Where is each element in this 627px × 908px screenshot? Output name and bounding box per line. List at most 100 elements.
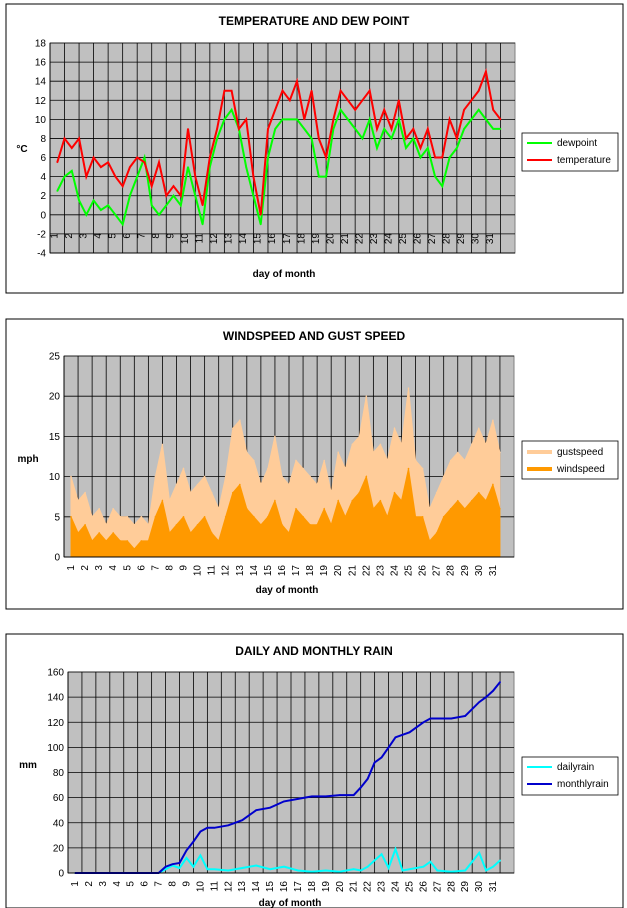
data-point-temperature	[85, 175, 88, 178]
x-tick-label: 18	[307, 881, 318, 893]
data-point-temperature	[100, 166, 102, 168]
y-tick-label: 2	[40, 191, 46, 202]
data-point-gustspeed	[478, 427, 480, 430]
x-tick-label: 23	[369, 233, 380, 245]
data-point-dailyrain	[422, 865, 425, 868]
x-tick-label: 27	[432, 881, 443, 893]
data-point-monthlyrain	[380, 756, 383, 759]
data-point-dewpoint	[274, 128, 277, 130]
data-point-windspeed	[457, 499, 459, 502]
data-point-dewpoint	[63, 175, 66, 178]
data-point-dailyrain	[325, 869, 327, 872]
y-tick-label: 100	[47, 743, 64, 754]
data-point-dewpoint	[194, 194, 197, 197]
y-tick-label: 160	[47, 668, 64, 679]
data-point-dewpoint	[383, 128, 386, 130]
data-point-gustspeed	[372, 451, 375, 454]
data-point-windspeed	[260, 524, 262, 526]
x-tick-label: 7	[136, 233, 147, 239]
data-point-monthlyrain	[192, 840, 195, 843]
data-point-monthlyrain	[492, 690, 494, 692]
y-tick-label: 8	[40, 134, 46, 145]
data-point-gustspeed	[337, 451, 340, 454]
data-point-monthlyrain	[394, 736, 397, 739]
data-point-dailyrain	[380, 853, 383, 855]
data-point-dewpoint	[259, 223, 262, 226]
data-point-monthlyrain	[352, 794, 355, 796]
x-tick-label: 29	[456, 233, 467, 245]
data-point-dewpoint	[281, 118, 284, 121]
chart-title: TEMPERATURE AND DEW POINT	[219, 14, 410, 28]
x-tick-label: 27	[432, 565, 443, 577]
data-point-gustspeed	[239, 419, 241, 422]
data-point-gustspeed	[414, 459, 417, 462]
x-tick-label: 24	[383, 233, 394, 245]
data-point-windspeed	[147, 540, 150, 542]
x-tick-label: 9	[181, 881, 192, 887]
x-tick-label: 12	[209, 233, 220, 245]
data-point-dailyrain	[485, 869, 487, 872]
data-point-dailyrain	[178, 867, 181, 869]
data-point-dailyrain	[373, 859, 376, 862]
data-point-gustspeed	[393, 427, 396, 430]
data-point-dewpoint	[361, 137, 364, 140]
data-point-dailyrain	[192, 865, 195, 868]
data-point-windspeed	[126, 540, 129, 542]
data-point-gustspeed	[302, 467, 304, 470]
data-point-windspeed	[316, 524, 318, 526]
data-point-gustspeed	[161, 443, 164, 446]
legend	[521, 132, 619, 172]
data-point-dewpoint	[477, 109, 480, 111]
x-tick-label: 6	[122, 233, 133, 239]
x-tick-label: 21	[347, 565, 358, 577]
data-point-windspeed	[464, 508, 466, 510]
x-tick-label: 10	[193, 565, 204, 577]
data-point-dewpoint	[92, 199, 95, 202]
data-point-monthlyrain	[339, 794, 341, 796]
chart-title: WINDSPEED AND GUST SPEED	[223, 329, 406, 343]
data-point-monthlyrain	[241, 819, 243, 821]
data-point-temperature	[419, 147, 422, 149]
data-point-monthlyrain	[171, 863, 174, 865]
x-tick-label: 20	[333, 565, 344, 577]
data-point-dailyrain	[429, 860, 432, 863]
data-point-windspeed	[112, 532, 114, 534]
data-point-windspeed	[372, 508, 375, 510]
data-point-windspeed	[393, 491, 396, 494]
data-point-temperature	[339, 89, 342, 92]
data-point-temperature	[136, 156, 138, 159]
data-point-gustspeed	[407, 387, 410, 390]
data-point-gustspeed	[323, 459, 326, 462]
y-tick-label: 6	[40, 153, 46, 164]
x-tick-label: 3	[94, 565, 105, 571]
data-point-dailyrain	[185, 857, 188, 859]
data-point-gustspeed	[449, 459, 452, 462]
data-point-windspeed	[449, 508, 452, 510]
data-point-dewpoint	[296, 118, 298, 121]
x-tick-label: 13	[235, 565, 246, 577]
data-point-dailyrain	[311, 870, 313, 873]
data-point-monthlyrain	[422, 721, 425, 724]
data-point-temperature	[172, 185, 175, 187]
data-point-dewpoint	[303, 128, 306, 130]
data-point-dewpoint	[143, 156, 146, 159]
data-point-temperature	[245, 118, 247, 121]
data-point-dailyrain	[213, 868, 216, 870]
x-tick-label: 19	[319, 565, 330, 577]
x-tick-label: 23	[377, 881, 388, 893]
data-point-gustspeed	[260, 483, 262, 486]
y-tick-label: 0	[58, 869, 64, 880]
data-point-dailyrain	[450, 870, 453, 873]
x-tick-label: 10	[195, 881, 206, 893]
data-point-dewpoint	[230, 109, 233, 111]
data-point-temperature	[390, 128, 393, 130]
x-tick-label: 22	[363, 881, 374, 893]
x-tick-label: 28	[446, 881, 457, 893]
data-point-windspeed	[428, 540, 431, 542]
data-point-dewpoint	[318, 175, 320, 178]
x-tick-label: 2	[84, 881, 95, 887]
data-point-windspeed	[499, 508, 501, 510]
x-tick-label: 11	[195, 233, 206, 244]
x-tick-label: 28	[446, 565, 457, 577]
data-point-temperature	[230, 89, 233, 92]
